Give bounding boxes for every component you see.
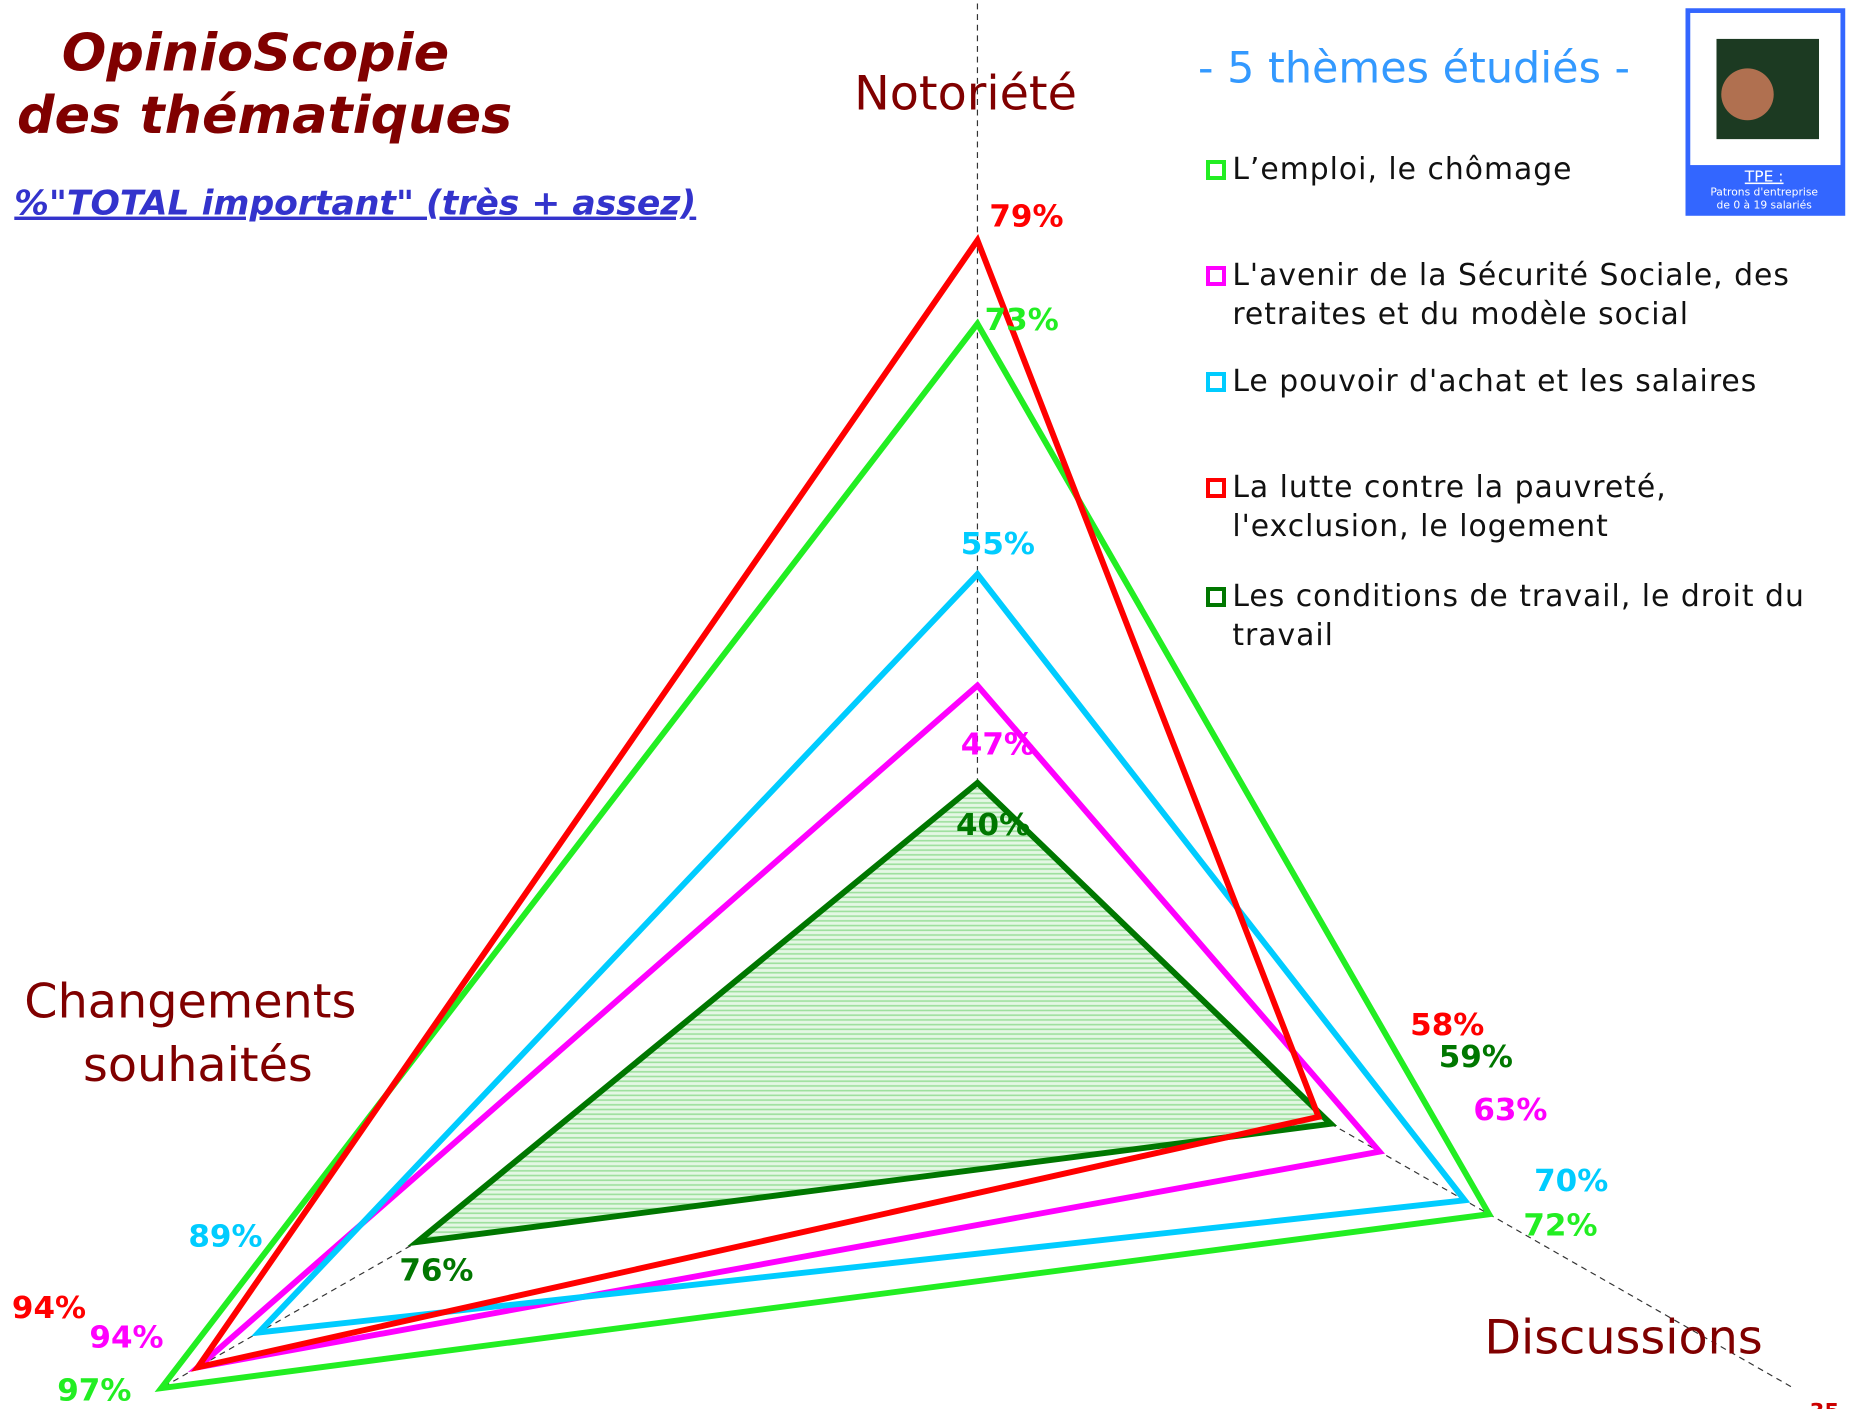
badge-photo-face	[1721, 68, 1774, 121]
legend-label: La lutte contre la pauvreté, l'exclusion…	[1232, 470, 1667, 545]
value-label: 94%	[12, 1290, 86, 1326]
radar-series	[154, 318, 1494, 1392]
badge-title: TPE :	[1744, 168, 1784, 186]
legend-swatch	[1206, 372, 1227, 393]
value-label: 63%	[1473, 1092, 1547, 1128]
subtitle: %"TOTAL important" (très + assez)	[14, 184, 696, 224]
value-label: 40%	[956, 807, 1030, 843]
legend-swatch	[1206, 266, 1227, 287]
legend-title: - 5 thèmes étudiés -	[1198, 44, 1630, 94]
legend-swatch	[1206, 478, 1227, 499]
value-label: 97%	[57, 1373, 131, 1409]
radar-series	[187, 681, 1386, 1373]
legend-item: L’emploi, le chômage	[1206, 151, 1838, 190]
legend-label: L’emploi, le chômage	[1232, 151, 1573, 187]
value-label: 89%	[188, 1218, 262, 1254]
value-label: 76%	[399, 1253, 473, 1289]
title: OpinioScopie des thématiques	[17, 24, 512, 146]
badge-line: Patrons d'entreprise	[1710, 186, 1818, 199]
badge: TPE : Patrons d'entreprise de 0 à 19 sal…	[1685, 8, 1846, 216]
legend-swatch	[1206, 586, 1227, 607]
value-label: 94%	[89, 1320, 163, 1356]
badge-line: de 0 à 19 salariés	[1717, 199, 1813, 212]
legend-swatch	[1206, 159, 1227, 180]
axis-label: Discussions	[1484, 1311, 1762, 1366]
legend-item: L'avenir de la Sécurité Sociale, des ret…	[1206, 257, 1838, 335]
page-number: 35	[1809, 1400, 1839, 1409]
axis-line	[161, 921, 978, 1389]
legend-label: Les conditions de travail, le droit du t…	[1232, 578, 1805, 653]
legend-item: Les conditions de travail, le droit du t…	[1206, 578, 1838, 656]
legend-item: La lutte contre la pauvreté, l'exclusion…	[1206, 469, 1838, 547]
axis-line	[977, 921, 1794, 1389]
value-label: 47%	[961, 727, 1035, 763]
value-label: 79%	[989, 199, 1063, 235]
value-label: 59%	[1439, 1039, 1513, 1075]
value-label: 70%	[1534, 1163, 1608, 1199]
radar-series	[407, 778, 1338, 1247]
value-label: 72%	[1523, 1208, 1597, 1244]
value-label: 55%	[961, 526, 1035, 562]
value-label: 73%	[985, 302, 1059, 338]
badge-band	[1687, 165, 1843, 214]
radar-series	[251, 569, 1471, 1337]
legend-label: Le pouvoir d'achat et les salaires	[1232, 364, 1758, 400]
axis-label-line: Changements	[24, 975, 371, 1030]
title-line: OpinioScopie	[62, 24, 449, 84]
title-line: des thématiques	[17, 86, 512, 146]
legend-label: L'avenir de la Sécurité Sociale, des ret…	[1232, 258, 1790, 332]
radar-series	[191, 234, 1323, 1372]
axis-label: Changements souhaités	[24, 975, 371, 1093]
value-label: 58%	[1410, 1007, 1484, 1043]
legend-item: Le pouvoir d'achat et les salaires	[1206, 363, 1838, 402]
axis-label-line: souhaités	[83, 1038, 313, 1093]
axis-label: Notoriété	[854, 67, 1077, 122]
